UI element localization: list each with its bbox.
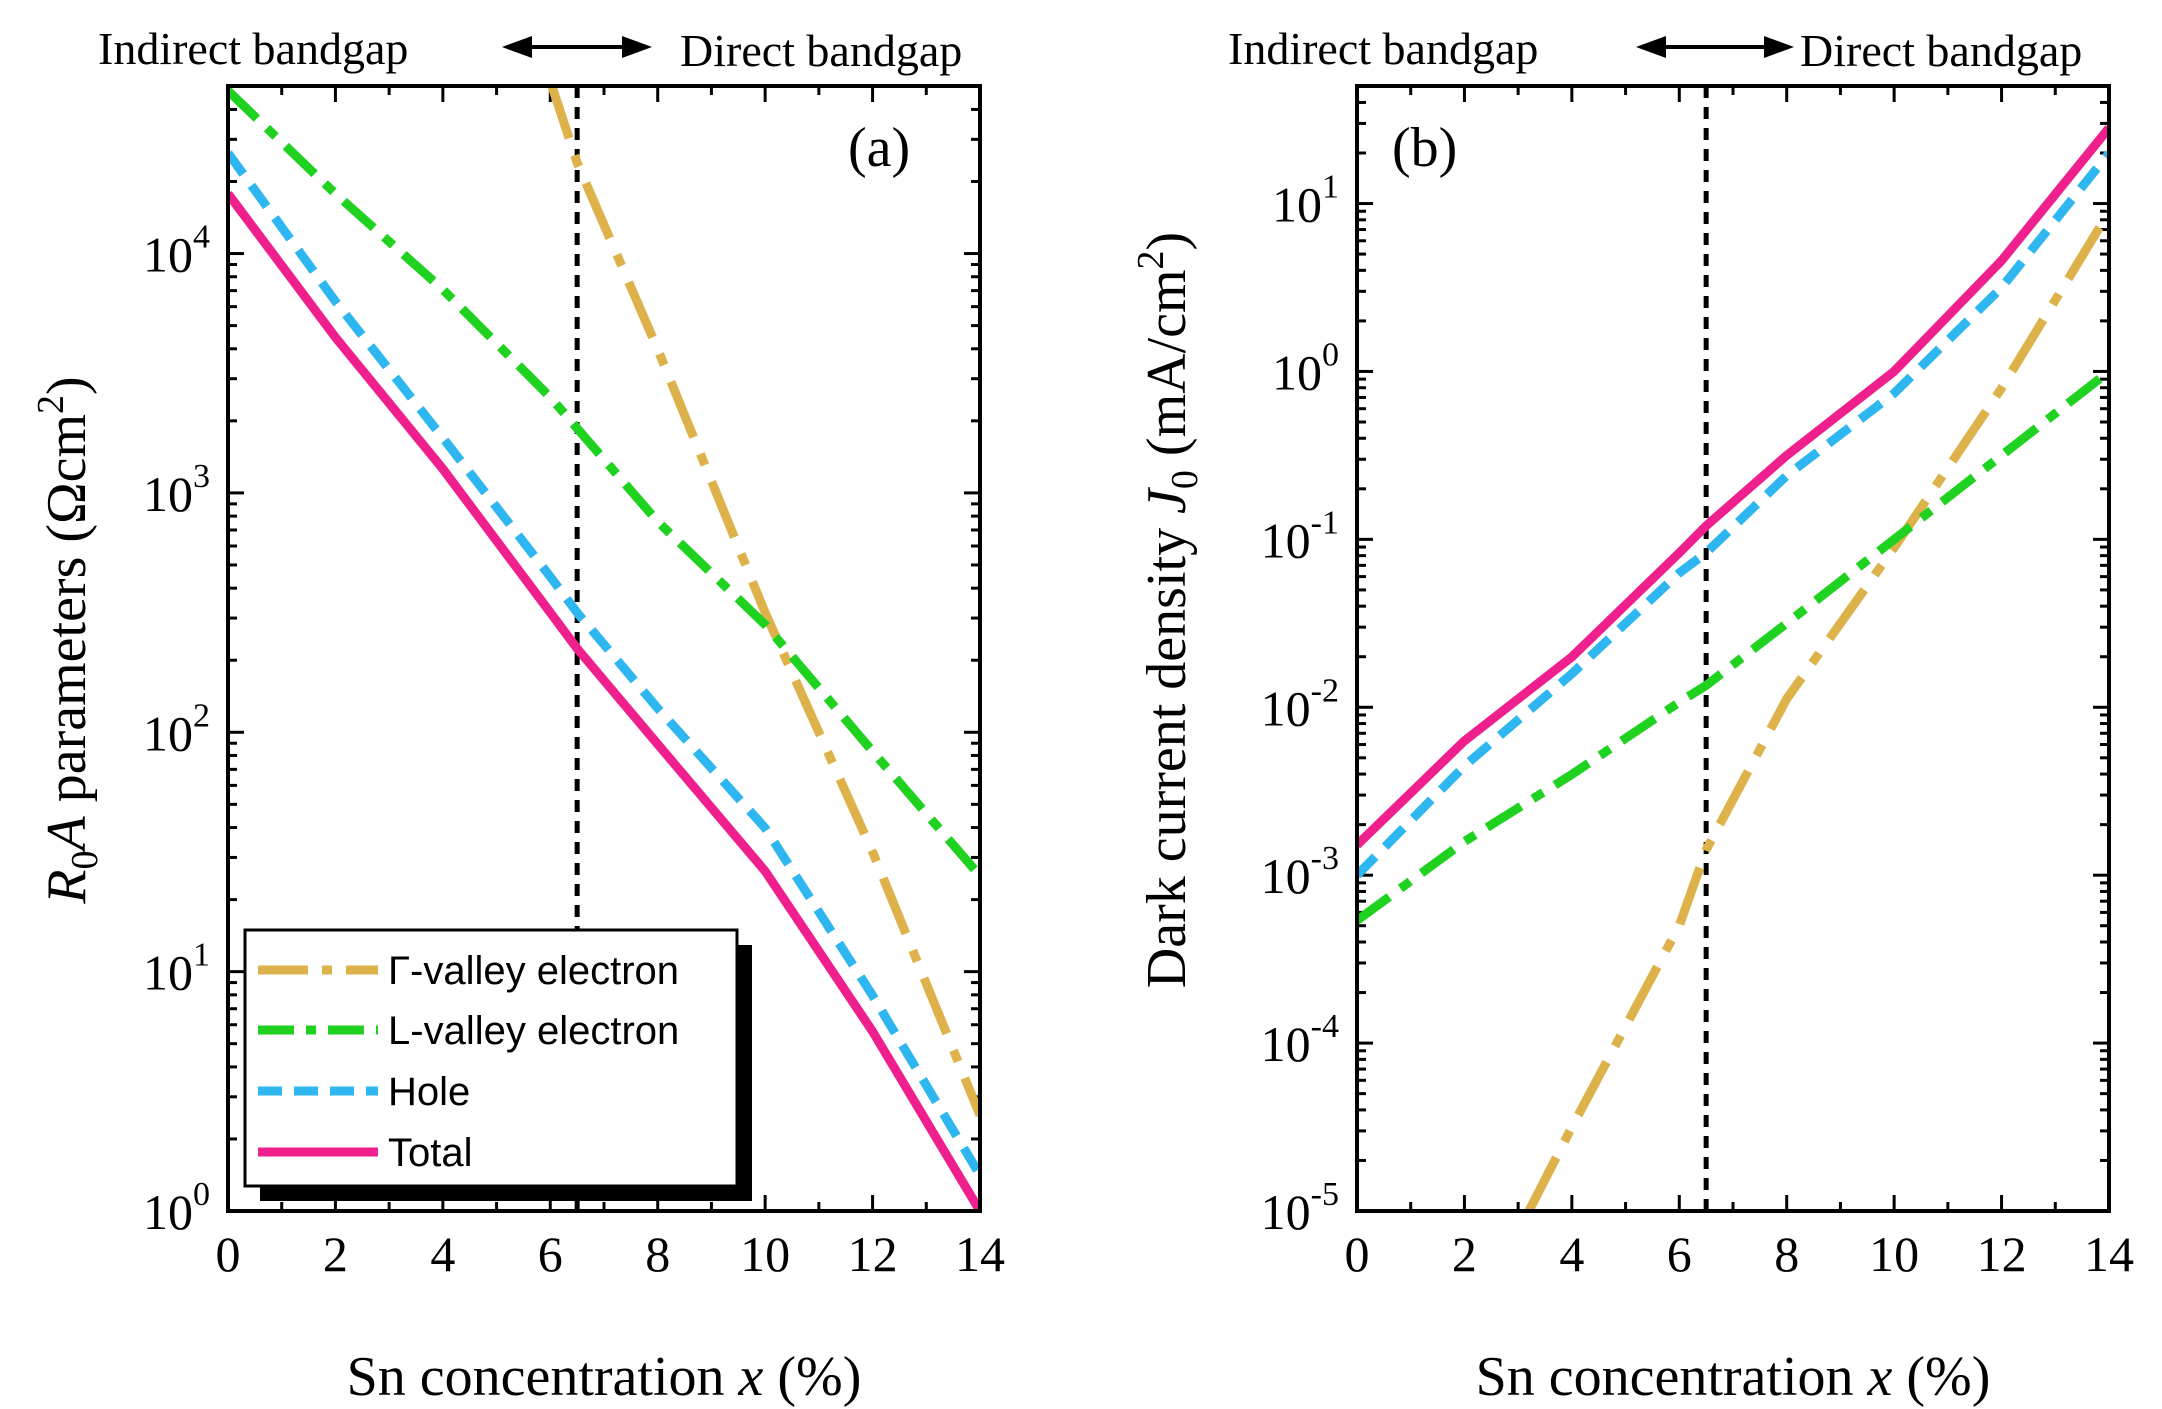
y-tick-label: 101 — [143, 937, 210, 1001]
y-tick-label: 10-2 — [1261, 672, 1339, 736]
region-label-indirect-a: Indirect bandgap — [98, 23, 408, 74]
x-tick-label: 2 — [1452, 1226, 1477, 1282]
legend-label-total: Total — [388, 1131, 473, 1175]
legend-label-hole: Hole — [388, 1070, 470, 1114]
x-tick-label: 0 — [216, 1226, 241, 1282]
x-tick-label: 6 — [538, 1226, 563, 1282]
x-tick-label: 6 — [1667, 1226, 1692, 1282]
legend-box — [243, 928, 739, 1188]
panel-label-a: (a) — [848, 117, 910, 179]
tick-labels-a: 0 2 4 6 8 10 12 14 100 101 102 103 104 — [143, 219, 1005, 1282]
y-tick-label: 10-3 — [1261, 840, 1339, 904]
plot-frame-b — [1355, 84, 2111, 1213]
y-tick-label: 104 — [143, 219, 210, 283]
x-tick-label: 12 — [1977, 1226, 2027, 1282]
x-axis-title-a: Sn concentration x (%) — [347, 1346, 862, 1408]
series-line-gamma — [1524, 209, 2109, 1211]
x-tick-label: 10 — [740, 1226, 790, 1282]
y-tick-label: 10-4 — [1261, 1008, 1339, 1072]
panel-label-b: (b) — [1392, 117, 1457, 179]
x-tick-label: 4 — [430, 1226, 455, 1282]
region-label-direct-b: Direct bandgap — [1800, 25, 2082, 76]
x-tick-label: 4 — [1559, 1226, 1584, 1282]
series-line-total — [228, 191, 980, 1211]
region-label-direct-a: Direct bandgap — [680, 25, 962, 76]
y-tick-label: 100 — [143, 1176, 210, 1240]
series-line-hole — [228, 150, 980, 1178]
legend-entry-total: Total — [258, 1131, 473, 1175]
legend-entry-hole: Hole — [258, 1070, 470, 1114]
double-arrow-b — [1636, 36, 1794, 58]
region-label-indirect-b: Indirect bandgap — [1228, 23, 1538, 74]
y-tick-label: 100 — [1272, 336, 1339, 400]
panel-b: 0 2 4 6 8 10 12 14 10-5 10-4 10-3 10-2 10-1 100 101 (b… — [1130, 23, 2134, 1408]
series-line-hole — [1357, 150, 2109, 879]
axes-b — [1355, 84, 2111, 1213]
y-tick-label: 10-5 — [1261, 1176, 1339, 1240]
series-line-total — [1357, 125, 2109, 849]
series-group-b — [1357, 86, 2109, 1211]
x-axis-title-b: Sn concentration x (%) — [1476, 1346, 1991, 1408]
y-tick-label: 101 — [1272, 169, 1339, 233]
legend-entry-gamma: Γ-valley electron — [258, 949, 679, 993]
y-tick-label: 10-1 — [1261, 504, 1339, 568]
panel-a: 0 2 4 6 8 10 12 14 100 101 102 103 104 (a) Indirect … — [30, 23, 1005, 1408]
series-group-a — [228, 86, 980, 1211]
y-axis-title-a: R0A parameters (Ωcm2) — [30, 376, 106, 904]
legend-entry-lvalley: L-valley electron — [258, 1009, 679, 1053]
series-line-gamma — [547, 86, 980, 1117]
x-tick-label: 10 — [1869, 1226, 1919, 1282]
y-tick-label: 103 — [143, 458, 210, 522]
x-tick-label: 8 — [645, 1226, 670, 1282]
y-axis-title-b: Dark current density J0 (mA/cm2) — [1130, 232, 1206, 988]
x-tick-label: 12 — [848, 1226, 898, 1282]
legend-label-gamma: Γ-valley electron — [388, 949, 679, 993]
tick-labels-b: 0 2 4 6 8 10 12 14 10-5 10-4 10-3 10-2 10-1 100 101 — [1261, 169, 2134, 1282]
legend: Γ-valley electron L-valley electron Hole… — [243, 928, 752, 1201]
series-line-lvalley — [228, 87, 980, 879]
legend-label-lvalley: L-valley electron — [388, 1009, 679, 1053]
x-tick-label: 14 — [2084, 1226, 2134, 1282]
series-line-lvalley — [1357, 367, 2109, 925]
x-tick-label: 2 — [323, 1226, 348, 1282]
x-tick-label: 14 — [955, 1226, 1005, 1282]
double-arrow-a — [502, 36, 652, 58]
x-tick-label: 0 — [1345, 1226, 1370, 1282]
y-tick-label: 102 — [143, 697, 210, 761]
x-tick-label: 8 — [1774, 1226, 1799, 1282]
plot-frame-a — [226, 84, 982, 1213]
